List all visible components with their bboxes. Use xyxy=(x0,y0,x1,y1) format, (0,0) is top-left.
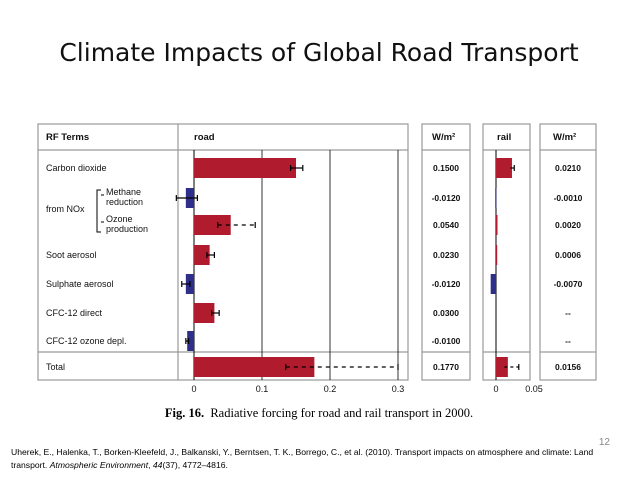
caption-label: Fig. 16. xyxy=(164,406,205,420)
rail-tick-label: 0.05 xyxy=(525,384,543,394)
road-bar xyxy=(194,357,315,377)
road-tick-label: 0.2 xyxy=(324,384,337,394)
road-value: -0.0120 xyxy=(432,193,461,203)
caption-text: Radiative forcing for road and rail tran… xyxy=(210,406,474,420)
road-bar xyxy=(194,158,296,178)
rail-value-frame xyxy=(539,123,597,381)
rail-bar xyxy=(496,245,498,265)
road-value: 0.1770 xyxy=(433,362,459,372)
header-rf-terms: RF Terms xyxy=(46,132,89,143)
road-tick-label: 0.1 xyxy=(256,384,269,394)
rail-value: 0.0210 xyxy=(555,163,581,173)
chart-bars xyxy=(185,158,512,377)
citation-issue-pages: (37), 4772–4816. xyxy=(162,460,228,470)
rail-bar xyxy=(490,274,496,294)
road-bar xyxy=(194,245,210,265)
citation: Uherek, E., Halenka, T., Borken-Kleefeld… xyxy=(11,447,594,470)
road-table-frame xyxy=(37,123,409,381)
road-bar xyxy=(194,303,215,323)
table-frames xyxy=(37,123,597,381)
rail-table-frame xyxy=(482,123,531,381)
chart-text: RF Terms road W/m² rail W/m² from NOx Carbon d… xyxy=(46,132,583,394)
road-value: 0.0300 xyxy=(433,308,459,318)
road-value: -0.0120 xyxy=(432,279,461,289)
header-unit-rail: W/m² xyxy=(553,132,576,143)
row-label-line: Ozone xyxy=(106,214,133,224)
row-label: Carbon dioxide xyxy=(46,163,107,173)
row-label: Sulphate aerosol xyxy=(46,279,114,289)
rail-bar xyxy=(496,215,498,235)
road-tick-label: 0.3 xyxy=(392,384,405,394)
road-bar xyxy=(194,215,231,235)
rail-value: -0.0070 xyxy=(554,279,583,289)
road-value-frame xyxy=(421,123,471,381)
rail-value: 0.0156 xyxy=(555,362,581,372)
chart-error-bars xyxy=(175,165,520,370)
road-tick-label: 0 xyxy=(191,384,196,394)
row-label-line: reduction xyxy=(106,197,143,207)
rail-value: -0.0010 xyxy=(554,193,583,203)
slide-number: 12 xyxy=(598,437,610,448)
group-label-nox: from NOx xyxy=(46,204,85,214)
road-value: 0.0230 xyxy=(433,250,459,260)
citation-authors: Uherek, E., Halenka, T., Borken-Kleefeld… xyxy=(11,447,594,470)
rail-value: -- xyxy=(565,308,571,318)
slide-title: Climate Impacts of Global Road Transport xyxy=(59,38,579,67)
row-label-line: production xyxy=(106,224,148,234)
citation-volume: 44 xyxy=(152,460,163,470)
row-label: CFC-12 ozone depl. xyxy=(46,336,127,346)
rail-bar xyxy=(496,158,512,178)
row-label: Total xyxy=(46,362,65,372)
figure-caption: Fig. 16. Radiative forcing for road and … xyxy=(0,406,638,421)
row-label: Soot aerosol xyxy=(46,250,97,260)
rail-bar xyxy=(495,188,497,208)
row-label: CFC-12 direct xyxy=(46,308,103,318)
rail-bar xyxy=(496,357,508,377)
rail-value: 0.0020 xyxy=(555,220,581,230)
header-rail: rail xyxy=(497,132,511,143)
nox-bracket xyxy=(96,189,101,233)
road-value: 0.1500 xyxy=(433,163,459,173)
row-label-line: Methane xyxy=(106,187,141,197)
road-value: -0.0100 xyxy=(432,336,461,346)
citation-journal: Atmospheric Environment xyxy=(49,460,149,470)
header-road: road xyxy=(194,132,215,143)
rail-value: 0.0006 xyxy=(555,250,581,260)
header-unit-road: W/m² xyxy=(432,132,455,143)
rail-value: -- xyxy=(565,336,571,346)
rail-tick-label: 0 xyxy=(493,384,498,394)
road-bar xyxy=(187,331,194,351)
road-value: 0.0540 xyxy=(433,220,459,230)
